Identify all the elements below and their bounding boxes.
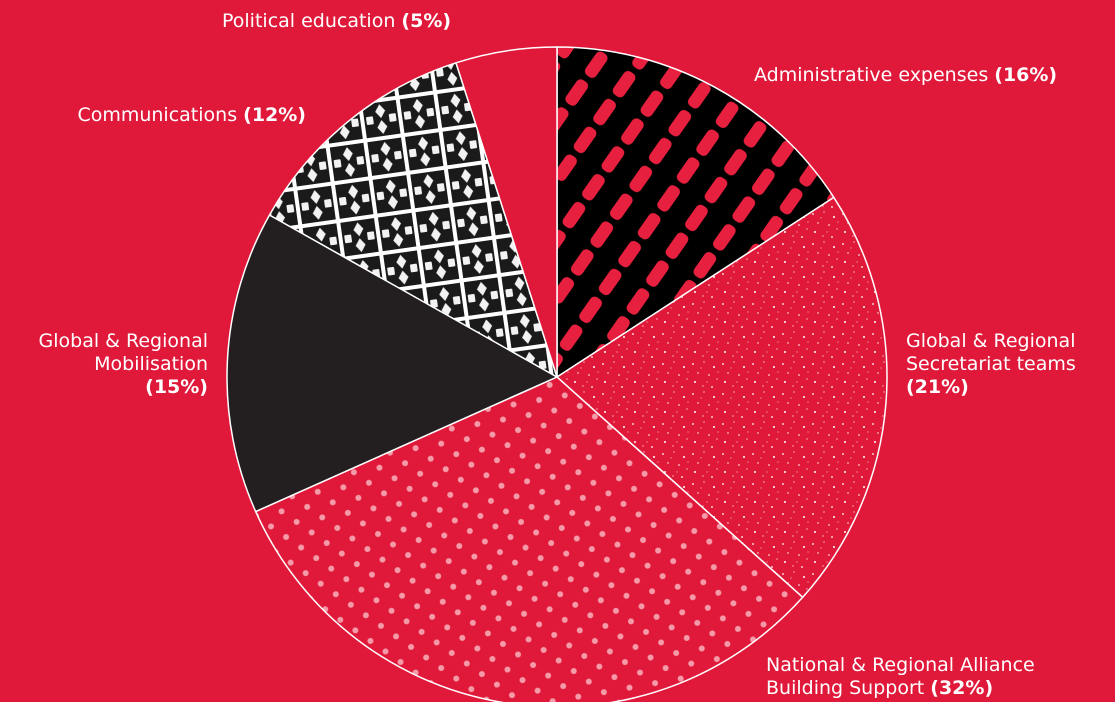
slice-percent: (12%) [243,104,306,126]
pie-slice [455,46,558,378]
slice-label: National & Regional Alliance Building Sup… [766,654,1035,700]
slice-label: Administrative expenses (16%) [754,64,1057,87]
slice-label-text: Political education [222,10,396,32]
slice-label-text: Building Support [766,677,925,699]
slice-label-text: Administrative expenses [754,64,989,86]
slice-label-text: Secretariat teams [906,353,1076,375]
pie-slices [226,46,888,702]
slice-label: Global & Regional Mobilisation (15%) [39,330,208,399]
pie-slice [254,376,804,702]
slice-label: Communications (12%) [77,104,306,127]
pie-slice [226,214,558,513]
slice-percent: (15%) [145,376,208,398]
pie-slice [268,62,558,378]
slice-label-text: Mobilisation [94,353,208,375]
slice-label-text: Global & Regional [38,330,208,352]
slice-label-text: Global & Regional [906,330,1076,352]
pie-slice [556,196,888,599]
slice-label-text: Communications [77,104,238,126]
slice-percent: (16%) [994,64,1058,86]
slice-percent: (5%) [401,10,452,32]
slice-percent: (32%) [930,677,994,699]
slice-percent: (21%) [906,376,969,398]
slice-label-text: National & Regional Alliance [766,654,1035,676]
slice-label: Political education (5%) [222,10,451,33]
pie-slice [556,46,835,378]
slice-label: Global & Regional Secretariat teams (21%) [906,330,1076,399]
